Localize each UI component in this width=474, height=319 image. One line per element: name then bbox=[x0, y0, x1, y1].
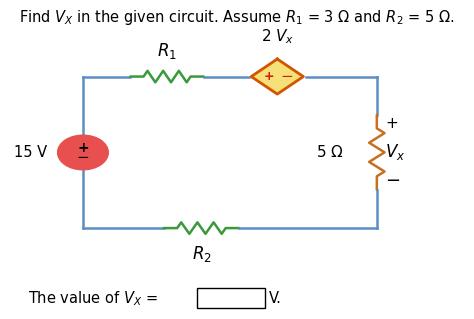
Text: −: − bbox=[77, 150, 89, 165]
Text: Find $V_X$ in the given circuit. Assume $R_1$ = 3 $\Omega$ and $R_2$ = 5 $\Omega: Find $V_X$ in the given circuit. Assume … bbox=[19, 8, 455, 27]
FancyBboxPatch shape bbox=[197, 288, 265, 308]
Polygon shape bbox=[251, 59, 303, 94]
Text: The value of $V_X$ =: The value of $V_X$ = bbox=[28, 289, 158, 308]
Text: +: + bbox=[77, 141, 89, 155]
Text: 15 V: 15 V bbox=[14, 145, 47, 160]
Text: −: − bbox=[280, 69, 292, 84]
Text: $V_x$: $V_x$ bbox=[385, 142, 406, 162]
Text: 5 $\Omega$: 5 $\Omega$ bbox=[316, 144, 344, 160]
Circle shape bbox=[58, 136, 108, 169]
Text: +: + bbox=[264, 70, 274, 83]
Text: V.: V. bbox=[269, 291, 282, 306]
Text: $R_2$: $R_2$ bbox=[191, 244, 211, 264]
Text: +: + bbox=[385, 116, 398, 131]
Text: −: − bbox=[385, 172, 401, 190]
Text: $R_1$: $R_1$ bbox=[157, 41, 177, 61]
Text: 2 $V_x$: 2 $V_x$ bbox=[261, 27, 294, 46]
